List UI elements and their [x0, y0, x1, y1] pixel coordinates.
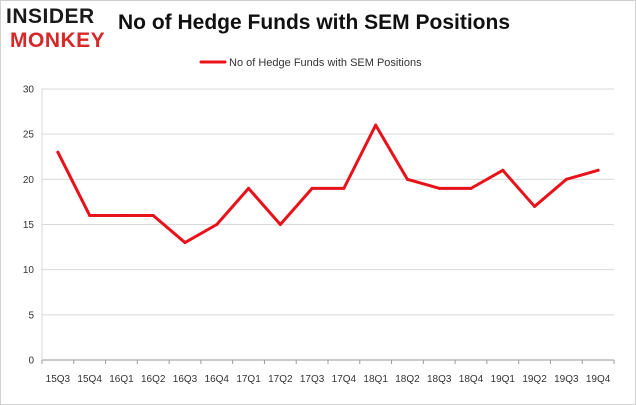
y-tick-label: 20	[23, 175, 35, 186]
y-tick-label: 30	[23, 85, 35, 96]
y-tick-label: 0	[28, 356, 34, 367]
insider-monkey-logo: INSIDER MONKEY	[6, 4, 118, 52]
x-tick-label: 19Q4	[586, 374, 611, 385]
data-point	[501, 168, 505, 172]
y-tick-label: 25	[23, 130, 35, 141]
logo-line-1: INSIDER	[6, 5, 95, 28]
y-tick-label: 5	[28, 310, 34, 321]
x-tick-label: 17Q1	[236, 374, 261, 385]
data-point	[533, 204, 537, 208]
y-axis-ticks: 0 5 10 15 20 25 30	[23, 85, 35, 367]
y-tick-label: 15	[23, 220, 35, 231]
data-point	[278, 223, 282, 226]
series-layer	[56, 123, 600, 245]
x-tick-label: 18Q4	[459, 374, 484, 385]
data-point	[469, 186, 473, 190]
x-tick-label: 18Q1	[363, 374, 388, 385]
x-tick-label: 18Q3	[427, 374, 452, 385]
data-point	[151, 213, 155, 217]
data-point	[564, 177, 568, 181]
data-point	[437, 186, 441, 190]
x-tick-label: 16Q2	[141, 374, 166, 385]
x-tick-label: 15Q3	[46, 374, 71, 385]
data-point	[342, 186, 346, 190]
data-point	[405, 177, 409, 181]
data-point	[215, 223, 219, 226]
data-point	[56, 150, 60, 154]
chart-title: No of Hedge Funds with SEM Positions	[118, 11, 510, 34]
x-tick-label: 18Q2	[395, 374, 420, 385]
data-point	[310, 186, 314, 190]
data-point	[119, 213, 123, 217]
x-axis-ticks: 15Q3 15Q4 16Q1 16Q2 16Q3 16Q4 17Q1 17Q2 17Q3 17Q4…	[41, 360, 615, 385]
x-tick-label: 17Q3	[300, 374, 325, 385]
data-point	[596, 168, 600, 172]
legend-label: No of Hedge Funds with SEM Positions	[229, 57, 422, 69]
x-tick-label: 17Q4	[332, 374, 357, 385]
legend: No of Hedge Funds with SEM Positions	[199, 57, 422, 69]
x-tick-label: 16Q4	[205, 374, 230, 385]
x-tick-label: 15Q4	[77, 374, 102, 385]
x-tick-label: 16Q3	[173, 374, 198, 385]
x-tick-label: 17Q2	[268, 374, 293, 385]
y-tick-label: 10	[23, 265, 35, 276]
x-tick-label: 19Q1	[491, 374, 516, 385]
x-tick-label: 19Q2	[522, 374, 547, 385]
logo-line-2: MONKEY	[10, 29, 106, 52]
data-point	[88, 213, 92, 217]
x-tick-label: 19Q3	[554, 374, 579, 385]
data-point	[247, 186, 251, 190]
data-point	[374, 123, 378, 127]
gridlines	[41, 88, 614, 361]
x-tick-label: 16Q1	[109, 374, 134, 385]
series-line	[56, 123, 600, 245]
data-point	[183, 241, 187, 245]
